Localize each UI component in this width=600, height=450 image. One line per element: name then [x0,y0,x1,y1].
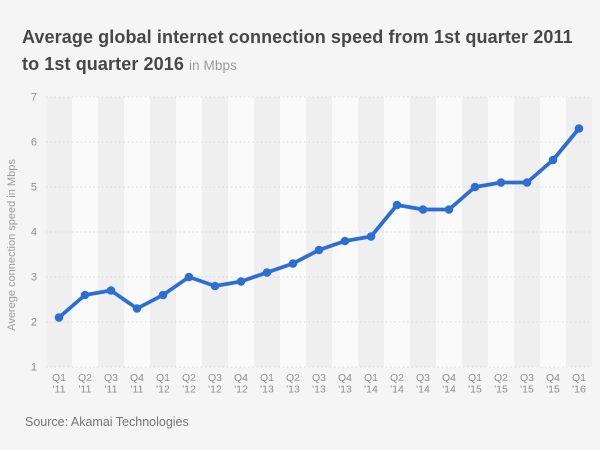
x-tick-label: Q2'15 [494,372,508,396]
x-tick-label: Q2'11 [78,372,92,396]
plot-stripe [306,97,332,367]
data-point [80,290,90,300]
data-point [444,205,454,214]
x-tick-label: Q2'13 [286,372,300,396]
x-tick-label: Q1'15 [468,372,482,396]
x-tick-label: Q4'14 [442,372,456,396]
data-point [340,236,350,246]
x-tick-label: Q1'16 [572,372,586,396]
y-tick-label: 4 [31,227,37,239]
data-point [262,268,272,277]
data-point [522,178,532,187]
x-tick-label: Q4'11 [130,372,144,396]
plot-stripe [332,97,358,367]
data-point [210,281,220,291]
x-tick-label: Q2'14 [390,372,404,396]
data-point [548,155,558,165]
plot-stripe [540,97,566,367]
x-tick-label: Q4'12 [234,372,248,396]
plot-stripe [358,97,384,367]
y-tick-label: 5 [31,182,37,194]
source-note: Source: Akamai Technologies [25,415,189,429]
data-point [54,313,64,322]
plot-stripe [280,97,306,367]
data-point [496,178,506,187]
data-point [158,290,168,300]
x-tick-label: Q3'11 [104,372,118,396]
data-point [184,272,194,282]
plot-stripe [410,97,436,367]
x-tick-label: Q4'15 [546,372,560,396]
x-tick-label: Q2'12 [182,372,196,396]
plot-stripe [462,97,488,367]
data-point [236,277,246,286]
x-tick-label: Q3'13 [312,372,326,396]
data-point [288,259,298,268]
plot-stripe [436,97,462,367]
chart-title-text: Average global internet connection speed… [22,27,573,74]
x-tick-label: Q1'11 [52,372,66,396]
data-point [470,182,480,192]
plot-stripe [514,97,540,367]
plot-stripe [566,97,592,367]
chart-title: Average global internet connection speed… [22,24,582,79]
x-tick-label: Q1'13 [260,372,274,396]
plot-stripe [384,97,410,367]
x-tick-label: Q1'12 [156,372,170,396]
data-point [392,200,402,210]
x-tick-label: Q3'15 [520,372,534,396]
plot-stripe [254,97,280,367]
data-point [106,286,116,295]
data-point [132,304,142,313]
data-point [418,205,428,214]
x-tick-label: Q4'13 [338,372,352,396]
x-tick-label: Q3'12 [208,372,222,396]
y-tick-label: 3 [31,272,37,284]
plot-stripe [488,97,514,367]
x-tick-label: Q3'14 [416,372,430,396]
data-point [314,245,324,255]
y-tick-label: 6 [31,137,37,149]
y-tick-label: 2 [31,317,37,329]
y-tick-label: 1 [31,362,37,374]
y-tick-label: 7 [31,92,37,104]
data-point [366,232,376,241]
chart-title-unit: in Mbps [188,58,237,73]
x-tick-label: Q1'14 [364,372,378,396]
data-point [574,124,584,133]
